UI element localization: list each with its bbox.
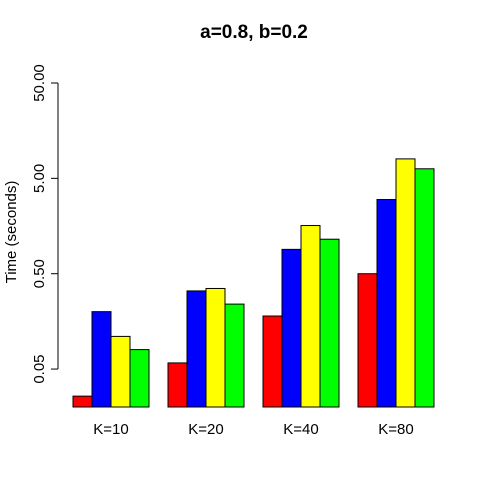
bar-k-80-series-3 [395, 158, 416, 408]
bar-k-10-series-2 [91, 311, 112, 408]
bar-k-40-series-4 [319, 238, 340, 408]
bar-k-20-series-3 [205, 287, 226, 408]
bar-k-80-series-2 [376, 199, 397, 408]
y-tick-label: 5.00 [31, 164, 48, 193]
bar-k-40-series-1 [262, 315, 283, 408]
y-tick-label: 0.05 [31, 354, 48, 383]
bars [72, 158, 435, 408]
x-tick-label: K=80 [378, 421, 413, 438]
bar-k-40-series-2 [281, 248, 302, 408]
bar-k-80-series-4 [414, 168, 435, 408]
x-tick-label: K=10 [93, 421, 128, 438]
bar-k-20-series-1 [167, 362, 188, 408]
bar-k-40-series-3 [300, 225, 321, 408]
bar-k-80-series-1 [357, 273, 378, 408]
bar-k-10-series-3 [110, 335, 131, 408]
y-axis-title: Time (seconds) [3, 181, 20, 284]
chart-title: a=0.8, b=0.2 [200, 22, 308, 43]
bar-k-10-series-4 [129, 349, 150, 408]
y-tick-label: 0.50 [31, 259, 48, 288]
x-tick-label: K=20 [188, 421, 223, 438]
bar-k-10-series-1 [72, 395, 93, 408]
bar-k-20-series-4 [224, 303, 245, 408]
y-tick-label: 50.00 [31, 64, 48, 102]
x-tick-label: K=40 [283, 421, 318, 438]
y-axis: 0.05 0.50 5.00 50.00 [31, 64, 59, 384]
x-axis-labels: K=10 K=20 K=40 K=80 [93, 421, 413, 438]
bar-k-20-series-2 [186, 290, 207, 408]
